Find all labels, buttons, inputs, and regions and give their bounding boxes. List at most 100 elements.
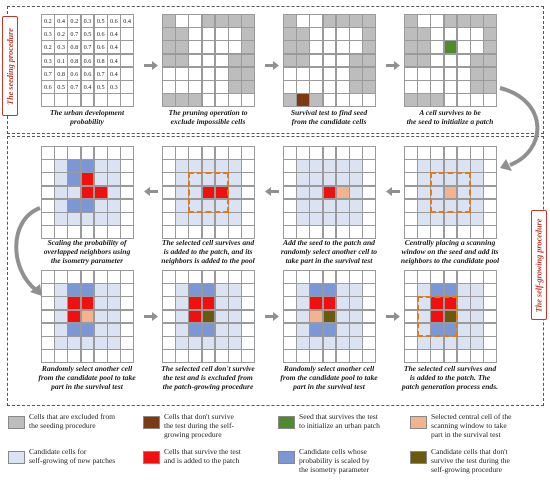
curve-arrow-head [500, 159, 512, 171]
legend-line: and is added to the patch [164, 456, 240, 465]
grid-cell [483, 349, 497, 363]
arrow-left [144, 183, 158, 196]
probability-cell [120, 93, 134, 107]
legend-line: the seeding procedure [29, 421, 96, 430]
caption-growing-3: Centrally placing a scanning window on th… [388, 238, 512, 265]
caption-line: neighbors to the candidate pool [400, 256, 500, 265]
caption-line: Randomly select another cell [41, 364, 133, 373]
caption-line: A cell survives to be [419, 108, 481, 117]
grid-cell [120, 225, 134, 239]
scaling-grid [41, 146, 134, 239]
scanning-window-box [188, 172, 229, 213]
arrow-left [386, 183, 400, 196]
arrow-right [144, 57, 158, 70]
arrow-right [265, 57, 279, 70]
grid-cell [241, 349, 255, 363]
legend-swatch-patch [143, 451, 160, 464]
grid-cell [120, 349, 134, 363]
caption-line: from the candidate cells [291, 117, 367, 126]
legend-swatch-candidate_dead [410, 451, 427, 464]
caption-growing-end-2: Randomly select another cell from the can… [267, 364, 391, 391]
random-select-grid-2 [283, 270, 376, 363]
caption-line: neighbors is added to the pool [161, 256, 255, 265]
caption-growing-end-1: The selected cell don't survive the test … [146, 364, 270, 391]
curve-arrow-head [30, 284, 42, 296]
legend-swatch-scaled [278, 451, 295, 464]
grid-cell [483, 225, 497, 239]
legend-line: survive the test during the [431, 456, 510, 465]
caption-line: The selected cell survives and [161, 238, 255, 247]
arrow-right [386, 308, 400, 321]
legend-swatch-dead [143, 416, 160, 429]
legend-text-scaled: Candidate cells whose probability is scal… [299, 447, 411, 474]
scanning-window-grid [404, 146, 497, 239]
caption-line: The selected cell don't survive [161, 364, 255, 373]
legend-line: self-growing of new patches [29, 456, 116, 465]
caption-line: probability [70, 117, 104, 126]
caption-line: The pruning operation to [168, 108, 248, 117]
arrow-right [144, 308, 158, 321]
random-select-grid-1 [41, 270, 134, 363]
grid-cell [483, 93, 497, 107]
caption-line: randomly select another cell to [280, 247, 378, 256]
legend-line: Candidate cells that don't [431, 447, 508, 456]
legend-line: part in the survival test [431, 430, 501, 439]
caption-line: The urban development [49, 108, 125, 117]
caption-seeding-2: Survival test to find seed from the candi… [267, 108, 391, 126]
grid-cell [362, 225, 376, 239]
growing-procedure-label: The self-growing procedure [531, 210, 547, 320]
legend-swatch-excluded [8, 416, 25, 429]
caption-line: patch generation process ends. [401, 382, 499, 391]
caption-line: overlapped neighbors using [43, 247, 131, 256]
curve-arrow-row2-to-row3 [14, 206, 41, 292]
caption-line: window on the seed and add its [401, 247, 499, 256]
legend-swatch-seed [278, 416, 295, 429]
caption-growing-1: The selected cell survives and is added t… [146, 238, 270, 265]
excluded-test-grid [162, 270, 255, 363]
legend-line: Cells that are excluded from [29, 412, 116, 421]
legend-line: probability is scaled by [299, 456, 370, 465]
caption-line: Scaling the probability of [47, 238, 127, 247]
patch-ends-grid [404, 270, 497, 363]
caption-line: the isometry parameter [50, 256, 124, 265]
caption-growing-0: Scaling the probability of overlapped nei… [25, 238, 149, 265]
caption-line: from the candidate pool to take [38, 373, 136, 382]
grid-cell [362, 93, 376, 107]
caption-line: is added to the patch, and its [163, 247, 253, 256]
arrow-right [265, 308, 279, 321]
legend-text-candidate_dead: Candidate cells that don't survive the te… [431, 447, 543, 474]
legend-text-candidate: Candidate cells for self-growing of new p… [29, 447, 141, 465]
caption-line: from the candidate pool to take [280, 373, 378, 382]
legend-line: Cells that don't survive [164, 412, 234, 421]
legend-text-dead: Cells that don't survive the test during … [164, 412, 276, 439]
caption-line: the test and is excluded from [163, 373, 253, 382]
probability-grid: 0.2 0.4 0.2 0.3 0.5 0.6 0.4 0.3 0.2 0.7 0.5 0.6 0.4 0… [41, 14, 134, 107]
seed-grid [404, 14, 497, 107]
caption-line: part in the survival test [51, 382, 123, 391]
legend-line: the test during the self- [164, 421, 235, 430]
caption-growing-end-3: The selected cell survives and is added t… [388, 364, 512, 391]
legend-line: growing procedure [164, 430, 222, 439]
survival-test-grid [283, 14, 376, 107]
legend-line: the isometry parameter [299, 465, 370, 474]
legend-line: self-growing procedure [431, 465, 503, 474]
legend-swatch-center [410, 416, 427, 429]
caption-line: Survival test to find seed [290, 108, 368, 117]
legend-text-excluded: Cells that are excluded from the seeding … [29, 412, 141, 430]
legend-text-seed: Seed that survives the test to initialize… [299, 412, 411, 430]
caption-line: the patch-growing procedure [162, 382, 254, 391]
legend-text-center: Selected central cell of the scanning win… [431, 412, 543, 439]
caption-growing-end-0: Randomly select another cell from the can… [25, 364, 149, 391]
legend-line: Cells that survive the test [164, 447, 241, 456]
curve-arrow-seeding-to-growing [499, 86, 540, 167]
legend-line: Candidate cells for [29, 447, 87, 456]
grid-cell [362, 349, 376, 363]
caption-line: exclude impossible cells [170, 117, 246, 126]
caption-line: is added to the patch. The [409, 373, 491, 382]
scanning-window-box [417, 296, 458, 337]
caption-line: take part in the survival test [285, 256, 373, 265]
caption-line: part in the survival test [293, 382, 365, 391]
caption-line: the seed to initialize a patch [406, 117, 494, 126]
arrow-right [386, 57, 400, 70]
